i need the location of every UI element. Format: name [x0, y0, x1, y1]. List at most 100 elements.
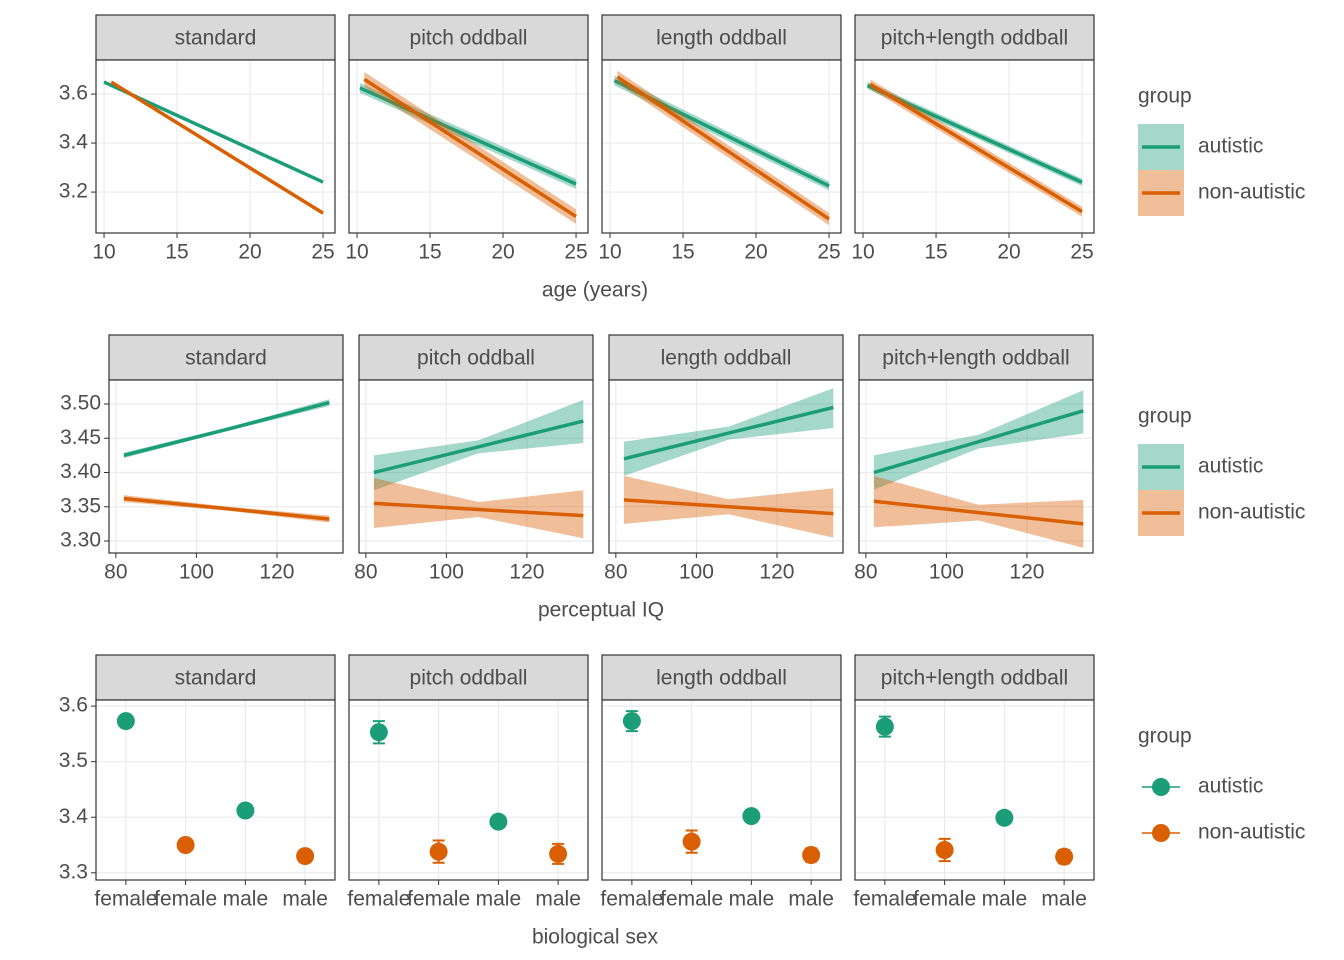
panel-border — [348, 699, 589, 881]
point — [116, 712, 135, 731]
x-tick-label: 25 — [311, 241, 334, 264]
point — [875, 717, 894, 736]
panel-border — [854, 699, 1095, 881]
strip — [854, 654, 1095, 701]
point — [369, 723, 388, 742]
x-tick-label: 120 — [1009, 561, 1044, 584]
line — [123, 496, 330, 521]
y-tick-label: 3.2 — [59, 180, 88, 203]
x-tick-label: female — [600, 888, 663, 911]
line — [373, 501, 584, 518]
x-tick-label: female — [660, 888, 723, 911]
x-axis-title: perceptual IQ — [538, 599, 664, 622]
y-tick-label: 3.4 — [59, 805, 89, 828]
strip — [348, 14, 589, 61]
panel-bg — [602, 700, 841, 880]
y-tick-label: 3.35 — [60, 494, 101, 517]
line — [866, 83, 1083, 184]
legend-label: non-autistic — [1198, 821, 1305, 844]
x-tick-label: 100 — [679, 561, 714, 584]
panel-bg — [96, 700, 335, 880]
x-tick-label: 80 — [604, 561, 627, 584]
point — [176, 836, 195, 854]
panel-border — [858, 379, 1094, 554]
legend-key — [1152, 778, 1170, 796]
x-axis-title: biological sex — [532, 926, 659, 949]
point — [296, 847, 315, 866]
panel-border — [108, 379, 344, 554]
strip-label: standard — [185, 347, 267, 370]
strip-label: pitch+length oddball — [881, 27, 1068, 50]
legend-key — [1152, 824, 1170, 842]
x-tick-label: female — [94, 888, 157, 911]
strip — [601, 14, 842, 61]
y-tick-label: 3.6 — [59, 694, 88, 717]
x-tick-label: female — [347, 888, 410, 911]
x-tick-label: male — [282, 888, 328, 911]
strip-label: pitch oddball — [417, 347, 535, 370]
y-tick-label: 3.6 — [59, 82, 88, 105]
y-tick-label: 3.30 — [60, 529, 101, 552]
x-tick-label: 20 — [997, 241, 1020, 264]
x-tick-label: 25 — [564, 241, 587, 264]
point — [802, 846, 821, 864]
line — [123, 400, 330, 458]
point — [1055, 847, 1074, 866]
strip-label: pitch+length oddball — [881, 667, 1068, 690]
x-tick-label: male — [1041, 888, 1087, 911]
legend-label: non-autistic — [1198, 181, 1305, 204]
legend-title: group — [1138, 405, 1192, 428]
point — [995, 808, 1014, 827]
line — [623, 405, 834, 461]
x-tick-label: 10 — [851, 241, 874, 264]
strip-label: length oddball — [656, 27, 787, 50]
legend-label: autistic — [1198, 775, 1263, 798]
x-tick-label: 15 — [165, 241, 188, 264]
x-tick-label: 10 — [92, 241, 115, 264]
line — [359, 86, 577, 186]
panel-border — [95, 699, 336, 881]
strip-label: length oddball — [661, 347, 792, 370]
point — [935, 841, 954, 859]
x-tick-label: male — [476, 888, 522, 911]
line — [373, 419, 584, 475]
panel-bg — [349, 700, 588, 880]
panel-border — [95, 59, 336, 234]
x-tick-label: 120 — [509, 561, 544, 584]
x-axis-title: age (years) — [542, 279, 648, 302]
strip-label: pitch oddball — [410, 667, 528, 690]
legend-label: autistic — [1198, 455, 1263, 478]
point — [622, 712, 641, 731]
x-tick-label: female — [407, 888, 470, 911]
line — [363, 77, 577, 219]
panel-border — [854, 59, 1095, 234]
x-tick-label: 100 — [429, 561, 464, 584]
y-tick-label: 3.5 — [59, 749, 88, 772]
point — [236, 801, 255, 820]
strip-label: standard — [175, 27, 257, 50]
panel-border — [608, 379, 844, 554]
strip-label: standard — [175, 667, 257, 690]
strip — [95, 14, 336, 61]
strip — [854, 14, 1095, 61]
x-tick-label: 100 — [929, 561, 964, 584]
y-tick-label: 3.45 — [60, 426, 101, 449]
x-tick-label: 80 — [104, 561, 127, 584]
panel-border — [358, 379, 594, 554]
strip — [108, 334, 344, 381]
x-tick-label: 15 — [671, 241, 694, 264]
line — [873, 409, 1084, 475]
x-tick-label: 20 — [491, 241, 514, 264]
panel-border — [348, 59, 589, 234]
x-tick-label: male — [729, 888, 775, 911]
strip — [601, 654, 842, 701]
legend-label: non-autistic — [1198, 501, 1305, 524]
strip — [95, 654, 336, 701]
x-tick-label: 10 — [598, 241, 621, 264]
line — [110, 80, 324, 215]
panel-bg — [609, 380, 843, 553]
x-tick-label: 10 — [345, 241, 368, 264]
x-tick-label: female — [913, 888, 976, 911]
x-tick-label: male — [535, 888, 581, 911]
